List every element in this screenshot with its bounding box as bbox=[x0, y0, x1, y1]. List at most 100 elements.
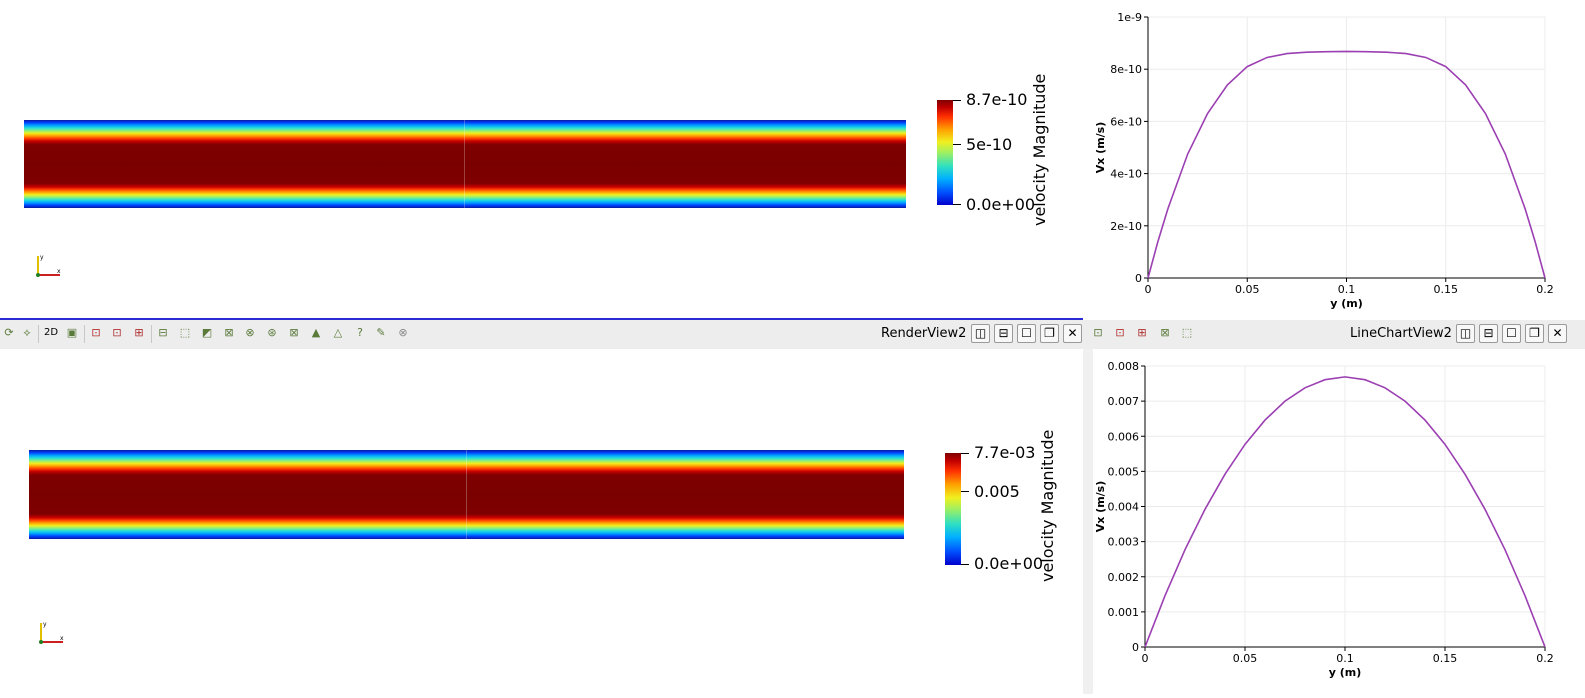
hover-points-icon[interactable]: ⊠ bbox=[289, 326, 299, 339]
grow-selection-icon[interactable]: ⊠ bbox=[224, 326, 234, 339]
y-tick-label: 1e-9 bbox=[1117, 11, 1142, 24]
chart-view-label: LineChartView2 bbox=[1350, 326, 1452, 341]
svg-text:x: x bbox=[60, 635, 64, 642]
toolbar-separator bbox=[151, 325, 152, 343]
x-tick-label: 0 bbox=[1142, 652, 1149, 665]
x-tick-label: 0.05 bbox=[1235, 283, 1260, 296]
y-tick-label: 0.004 bbox=[1108, 501, 1140, 514]
x-tick-label: 0 bbox=[1145, 283, 1152, 296]
chart-restore-button[interactable]: ❐ bbox=[1525, 324, 1544, 343]
colorbar-bottom bbox=[945, 453, 961, 565]
reset-camera-icon[interactable]: ⟳ bbox=[4, 326, 14, 339]
2d-toggle-button[interactable]: 2D bbox=[43, 327, 59, 338]
line-chart-view-bottom[interactable]: 0 0.05 0.1 0.15 0.2 0 0.001 0.002 0.003 0.004 0.00… bbox=[1093, 349, 1585, 694]
edit-icon[interactable]: ✎ bbox=[376, 326, 386, 339]
query-help-icon[interactable]: ? bbox=[357, 326, 363, 339]
line-chart-top: 0 0.05 0.1 0.15 0.2 0 2e-10 4e-10 6e-10 8e-10 1e-9… bbox=[1094, 11, 1554, 310]
select-block-icon[interactable]: ⊞ bbox=[134, 326, 144, 339]
colorbar-mid-label: 5e-10 bbox=[966, 135, 1013, 154]
shrink-selection-icon[interactable]: ⊗ bbox=[245, 326, 255, 339]
chart-select-icon[interactable]: ⊡ bbox=[1093, 326, 1103, 339]
y-tick-label: 0.001 bbox=[1108, 606, 1140, 619]
x-tick-label: 0.1 bbox=[1336, 652, 1354, 665]
y-tick-label: 0 bbox=[1135, 272, 1142, 285]
splitter-top[interactable] bbox=[1083, 0, 1093, 320]
colorbar-min-label: 0.0e+00 bbox=[966, 195, 1036, 214]
velocity-field-top bbox=[24, 120, 906, 208]
line-chart-view-top[interactable]: 0 0.05 0.1 0.15 0.2 0 2e-10 4e-10 6e-10 8e-10 1e-9… bbox=[1093, 0, 1585, 320]
block-divider bbox=[466, 450, 467, 539]
x-tick-label: 0.05 bbox=[1233, 652, 1258, 665]
restore-button[interactable]: ❐ bbox=[1040, 324, 1059, 343]
select-cells-icon[interactable]: ⊡ bbox=[112, 326, 122, 339]
chart-grow-icon[interactable]: ⊠ bbox=[1160, 326, 1170, 339]
y-tick-label: 0 bbox=[1132, 641, 1139, 654]
y-axis-label: Vx (m/s) bbox=[1094, 122, 1107, 174]
chart-split-vertical-button[interactable]: ⊟ bbox=[1479, 324, 1498, 343]
frustum-select-icon[interactable]: ⬚ bbox=[179, 326, 191, 339]
colorbar-max-label: 7.7e-03 bbox=[974, 443, 1036, 462]
x-tick-label: 0.15 bbox=[1433, 652, 1458, 665]
y-tick-label: 0.002 bbox=[1108, 571, 1140, 584]
polygon-select-icon[interactable]: ◩ bbox=[201, 326, 213, 339]
hover-cells-icon[interactable]: ▲ bbox=[311, 326, 321, 339]
y-tick-label: 8e-10 bbox=[1110, 63, 1142, 76]
maximize-button[interactable]: ☐ bbox=[1017, 324, 1036, 343]
y-tick-label: 0.005 bbox=[1108, 465, 1140, 478]
close-view-button[interactable]: ✕ bbox=[1063, 324, 1082, 343]
colorbar-title: velocity Magnitude bbox=[1038, 429, 1057, 582]
colorbar-tick-min bbox=[961, 564, 969, 565]
screenshot-icon[interactable]: ▣ bbox=[66, 326, 78, 339]
y-tick-label: 0.006 bbox=[1108, 430, 1140, 443]
x-tick-label: 0.2 bbox=[1536, 652, 1554, 665]
colorbar-top bbox=[937, 100, 953, 205]
render-view-bottom[interactable]: 7.7e-03 0.005 0.0e+00 velocity Magnitude… bbox=[0, 349, 1093, 694]
colorbar-tick-mid bbox=[961, 491, 969, 492]
chart-maximize-button[interactable]: ☐ bbox=[1502, 324, 1521, 343]
y-tick-label: 4e-10 bbox=[1110, 168, 1142, 181]
chart-close-view-button[interactable]: ✕ bbox=[1548, 324, 1567, 343]
select-icon[interactable]: ⟡ bbox=[23, 326, 31, 339]
colorbar-title: velocity Magnitude bbox=[1030, 73, 1049, 226]
series-line bbox=[1147, 50, 1546, 279]
x-tick-label: 0.2 bbox=[1536, 283, 1554, 296]
chart-select-cells-icon[interactable]: ⊞ bbox=[1137, 326, 1147, 339]
y-tick-label: 6e-10 bbox=[1110, 115, 1142, 128]
split-vertical-button[interactable]: ⊟ bbox=[994, 324, 1013, 343]
colorbar-tick-mid bbox=[953, 144, 961, 145]
render-view-top[interactable]: 8.7e-10 5e-10 0.0e+00 velocity Magnitude… bbox=[0, 0, 1093, 320]
svg-text:y: y bbox=[40, 254, 44, 261]
colorbar-tick-max bbox=[961, 453, 969, 454]
select-points-icon[interactable]: ⊡ bbox=[91, 326, 101, 339]
x-tick-label: 0.15 bbox=[1434, 283, 1459, 296]
y-axis-label: Vx (m/s) bbox=[1094, 481, 1107, 533]
close-circle-icon[interactable]: ⊗ bbox=[398, 326, 408, 339]
toolbar-separator bbox=[84, 325, 85, 343]
colorbar-mid-label: 0.005 bbox=[974, 482, 1020, 501]
orientation-axes-icon: y x bbox=[39, 621, 64, 644]
render-view-label: RenderView2 bbox=[881, 326, 967, 341]
y-tick-label: 0.008 bbox=[1108, 360, 1140, 373]
clear-selection-icon[interactable]: ⊛ bbox=[267, 326, 277, 339]
series-line bbox=[1144, 376, 1546, 648]
orientation-axes-icon: y x bbox=[36, 254, 61, 277]
colorbar-tick-max bbox=[953, 100, 961, 101]
interactive-select-icon[interactable]: ⊟ bbox=[158, 326, 168, 339]
svg-text:y: y bbox=[43, 621, 47, 628]
chart-clear-icon[interactable]: ⬚ bbox=[1181, 326, 1193, 339]
x-axis-label: y (m) bbox=[1329, 666, 1362, 679]
chart-split-horizontal-button[interactable]: ◫ bbox=[1456, 324, 1475, 343]
line-chart-bottom: 0 0.05 0.1 0.15 0.2 0 0.001 0.002 0.003 0.004 0.00… bbox=[1094, 360, 1554, 679]
chart-select-points-icon[interactable]: ⊡ bbox=[1115, 326, 1125, 339]
split-horizontal-button[interactable]: ◫ bbox=[971, 324, 990, 343]
x-tick-label: 0.1 bbox=[1338, 283, 1356, 296]
svg-text:x: x bbox=[57, 268, 61, 275]
velocity-field-bottom bbox=[29, 450, 904, 539]
query-icon[interactable]: △ bbox=[333, 326, 343, 339]
y-tick-label: 0.003 bbox=[1108, 536, 1140, 549]
colorbar-max-label: 8.7e-10 bbox=[966, 90, 1028, 109]
toolbar-separator bbox=[38, 325, 39, 343]
splitter-bottom[interactable] bbox=[1083, 349, 1093, 694]
colorbar-tick-min bbox=[953, 204, 961, 205]
block-divider bbox=[464, 120, 465, 208]
